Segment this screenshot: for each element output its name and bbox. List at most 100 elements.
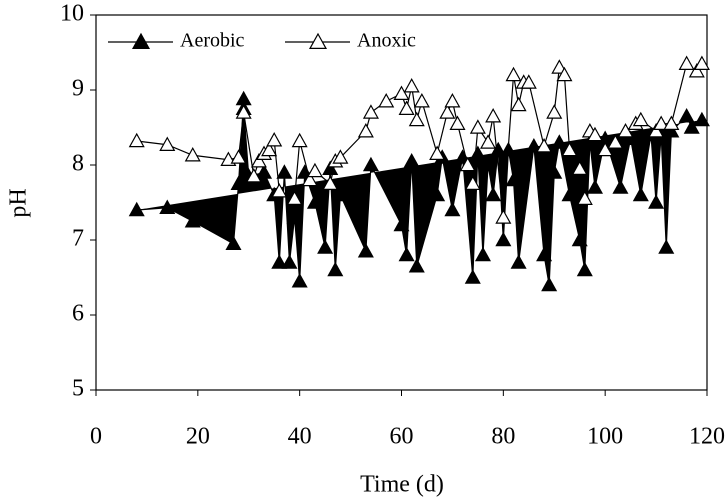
marker <box>612 179 629 194</box>
marker <box>474 246 491 262</box>
marker <box>408 111 425 127</box>
marker <box>439 104 456 119</box>
marker <box>459 156 476 172</box>
marker <box>510 96 527 112</box>
marker <box>378 93 395 108</box>
marker <box>393 85 410 100</box>
marker <box>546 104 563 119</box>
marker <box>546 164 563 179</box>
marker <box>678 55 695 70</box>
marker <box>357 123 374 138</box>
legend-label: Anoxic <box>357 30 416 52</box>
marker <box>225 235 242 250</box>
y-tick-label: 10 <box>60 1 84 27</box>
marker <box>622 130 639 145</box>
marker <box>653 115 670 130</box>
marker <box>551 134 568 149</box>
marker <box>632 186 649 202</box>
marker <box>281 254 298 269</box>
marker <box>306 194 323 209</box>
y-axis-label: pH <box>6 188 32 217</box>
marker <box>663 115 680 130</box>
x-tick-label: 20 <box>186 424 210 450</box>
marker <box>683 119 700 134</box>
marker <box>245 168 262 183</box>
marker <box>495 231 512 247</box>
marker <box>464 175 481 190</box>
marker <box>520 74 537 89</box>
marker <box>648 194 665 209</box>
marker <box>317 239 334 254</box>
marker <box>276 164 293 179</box>
marker <box>576 261 593 277</box>
marker <box>362 156 379 172</box>
marker <box>408 258 425 273</box>
marker <box>586 126 604 142</box>
marker <box>607 134 624 149</box>
marker <box>261 141 278 157</box>
marker <box>413 93 430 108</box>
y-tick-label: 9 <box>72 76 84 102</box>
marker <box>464 269 481 284</box>
marker <box>362 104 379 119</box>
x-tick-label: 0 <box>90 424 102 450</box>
marker <box>235 104 252 119</box>
marker <box>480 134 497 149</box>
marker <box>250 153 267 168</box>
marker <box>688 63 705 78</box>
marker <box>510 254 527 269</box>
marker <box>271 254 288 269</box>
marker <box>332 186 349 202</box>
marker <box>301 171 318 187</box>
marker <box>525 138 542 153</box>
marker <box>403 78 420 93</box>
marker <box>505 171 522 187</box>
marker <box>490 141 507 157</box>
marker <box>495 209 512 224</box>
marker <box>469 145 486 160</box>
x-tick-label: 80 <box>491 424 515 450</box>
marker <box>398 100 415 115</box>
marker <box>485 108 502 123</box>
marker <box>184 213 201 228</box>
marker <box>632 111 649 127</box>
marker <box>256 164 273 179</box>
marker <box>327 261 344 277</box>
marker <box>230 149 247 164</box>
marker <box>617 123 634 138</box>
marker <box>271 183 288 198</box>
marker <box>571 160 588 175</box>
marker <box>480 156 497 172</box>
marker <box>230 175 247 190</box>
marker <box>286 209 303 224</box>
legend-marker <box>131 32 151 49</box>
marker <box>648 123 665 138</box>
marker <box>128 201 145 217</box>
marker <box>403 153 420 168</box>
marker <box>357 243 374 258</box>
marker <box>398 246 415 262</box>
y-tick-label: 8 <box>72 151 84 177</box>
marker <box>536 138 553 153</box>
marker <box>581 134 598 149</box>
marker <box>128 132 145 148</box>
marker <box>306 162 323 178</box>
x-tick-label: 100 <box>587 424 623 450</box>
marker <box>678 108 695 123</box>
marker <box>444 93 461 108</box>
marker <box>561 186 578 202</box>
marker <box>332 149 349 164</box>
marker <box>449 115 466 130</box>
x-tick-label: 60 <box>390 424 414 450</box>
marker <box>561 141 578 157</box>
marker <box>184 147 201 162</box>
y-tick-label: 7 <box>72 226 84 252</box>
marker <box>693 111 710 127</box>
x-tick-label: 40 <box>288 424 312 450</box>
marker <box>571 231 588 247</box>
legend-marker <box>308 32 328 49</box>
x-tick-label: 120 <box>689 424 725 450</box>
marker <box>693 55 710 70</box>
marker <box>444 201 461 217</box>
